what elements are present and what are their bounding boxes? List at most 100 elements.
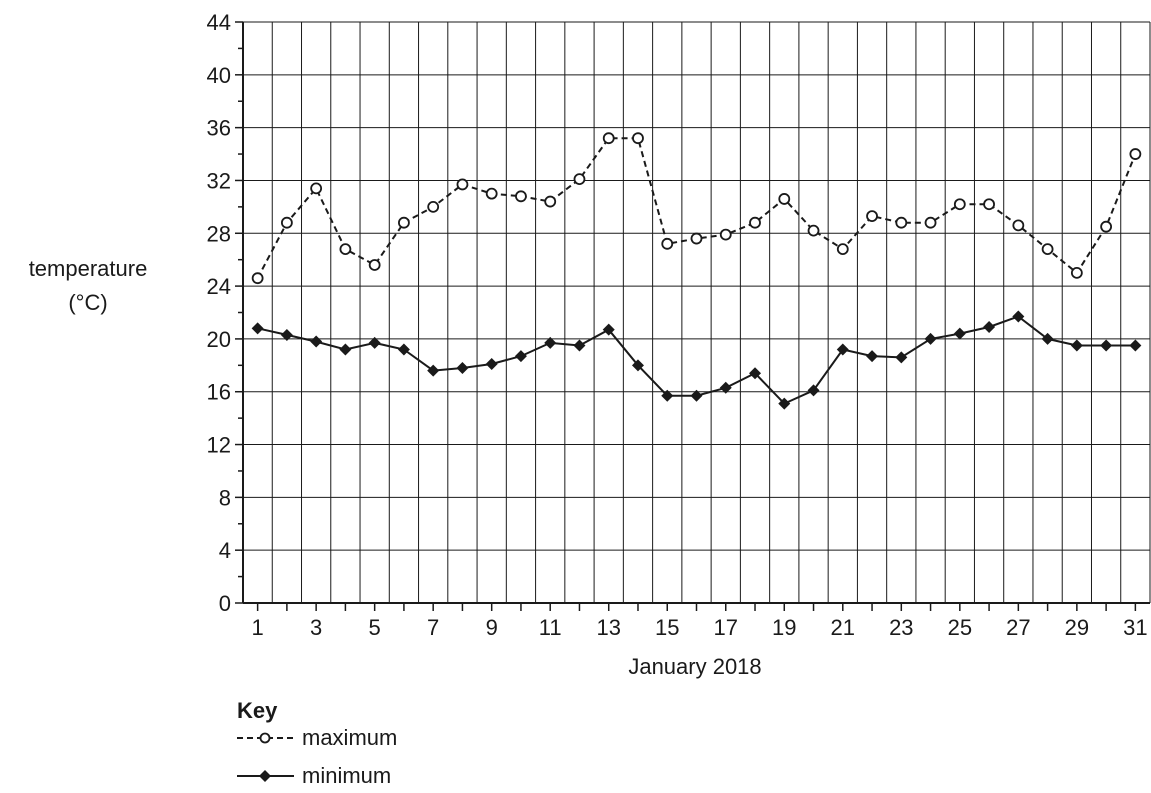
data-point-maximum (573, 173, 586, 186)
data-point-maximum (339, 243, 352, 256)
data-point-maximum (515, 190, 527, 203)
data-point-minimum (866, 350, 879, 363)
data-point-maximum (456, 178, 469, 191)
y-tick-label: 12 (207, 433, 231, 458)
data-point-minimum (983, 321, 996, 334)
data-point-minimum (280, 328, 293, 341)
data-point-maximum (778, 193, 791, 205)
data-point-minimum (924, 332, 937, 345)
data-point-maximum (836, 243, 849, 256)
data-point-minimum (310, 335, 323, 348)
data-point-maximum (924, 216, 937, 229)
data-point-minimum (456, 361, 469, 374)
data-point-minimum (690, 389, 703, 402)
x-tick-label: 1 (252, 615, 264, 640)
data-point-maximum (368, 259, 381, 271)
data-point-maximum (602, 132, 615, 145)
data-point-minimum (251, 322, 264, 335)
data-point-minimum (719, 381, 732, 394)
data-point-minimum (953, 327, 966, 340)
data-point-minimum (602, 323, 615, 336)
x-tick-label: 11 (539, 615, 562, 640)
data-point-minimum (631, 359, 644, 372)
y-tick-label: 4 (219, 538, 231, 563)
x-tick-label: 17 (714, 615, 738, 640)
x-axis-label: January 2018 (628, 654, 761, 679)
data-point-maximum (544, 195, 557, 208)
data-point-maximum (1100, 220, 1113, 233)
y-tick-label: 32 (207, 168, 231, 193)
x-tick-label: 31 (1123, 615, 1147, 640)
data-point-minimum (661, 389, 674, 402)
data-point-maximum (1012, 219, 1025, 232)
x-tick-label: 25 (948, 615, 972, 640)
data-point-maximum (690, 232, 703, 245)
data-point-maximum (485, 187, 498, 200)
data-point-maximum (807, 224, 820, 237)
y-tick-label: 28 (207, 221, 231, 246)
y-tick-label: 20 (207, 327, 231, 352)
axes (242, 22, 1150, 604)
data-point-maximum (749, 216, 761, 229)
y-tick-label: 40 (207, 63, 231, 88)
x-tick-label: 5 (369, 615, 381, 640)
data-point-maximum (1070, 266, 1083, 279)
data-point-maximum (895, 216, 908, 229)
data-point-minimum (514, 350, 527, 363)
data-point-maximum (280, 216, 293, 229)
legend-label-minimum: minimum (302, 763, 391, 788)
data-point-minimum (807, 384, 820, 397)
data-point-minimum (544, 336, 557, 349)
x-tick-label: 27 (1006, 615, 1030, 640)
data-point-maximum (427, 200, 440, 213)
grid-lines (242, 21, 1151, 604)
x-tick-label: 13 (596, 615, 620, 640)
legend-marker-minimum (259, 770, 271, 782)
x-tick-label: 15 (655, 615, 679, 640)
data-point-minimum (1041, 332, 1054, 345)
data-point-minimum (397, 343, 410, 356)
y-tick-label: 36 (207, 116, 231, 141)
data-point-maximum (661, 237, 674, 250)
y-tick-label: 44 (207, 10, 231, 35)
x-tick-label: 19 (772, 615, 796, 640)
legend: Key maximum minimum (237, 698, 397, 788)
data-point-minimum (749, 367, 762, 380)
data-point-minimum (836, 343, 849, 356)
legend-items: maximum minimum (237, 725, 397, 788)
data-point-maximum (398, 216, 410, 229)
data-point-minimum (368, 336, 381, 349)
series-layer (251, 132, 1142, 410)
x-tick-label: 9 (486, 615, 498, 640)
x-tick-label: 3 (310, 615, 322, 640)
y-tick-label: 8 (219, 485, 231, 510)
data-point-maximum (251, 272, 264, 285)
data-point-minimum (485, 357, 498, 370)
series-minimum (251, 310, 1142, 410)
data-point-maximum (1041, 243, 1054, 256)
data-point-minimum (427, 364, 440, 377)
y-tick-label: 24 (207, 274, 231, 299)
y-axis-label-line2: (°C) (68, 290, 107, 315)
data-point-maximum (983, 198, 995, 211)
data-point-minimum (778, 397, 791, 410)
x-tick-label: 21 (831, 615, 855, 640)
data-point-maximum (632, 132, 644, 145)
data-point-maximum (310, 182, 323, 195)
data-point-minimum (573, 339, 586, 352)
x-tick-label: 29 (1065, 615, 1089, 640)
y-axis-label-line1: temperature (29, 256, 148, 281)
data-point-minimum (1070, 339, 1083, 352)
data-point-minimum (895, 351, 908, 364)
data-point-minimum (339, 343, 352, 356)
legend-label-maximum: maximum (302, 725, 397, 750)
data-point-minimum (1012, 310, 1025, 323)
legend-marker-maximum (259, 732, 271, 744)
series-maximum (251, 132, 1142, 285)
y-tick-label: 0 (219, 591, 231, 616)
legend-title: Key (237, 698, 278, 723)
data-point-maximum (953, 198, 966, 211)
data-point-maximum (719, 228, 732, 241)
data-point-minimum (1129, 339, 1142, 352)
